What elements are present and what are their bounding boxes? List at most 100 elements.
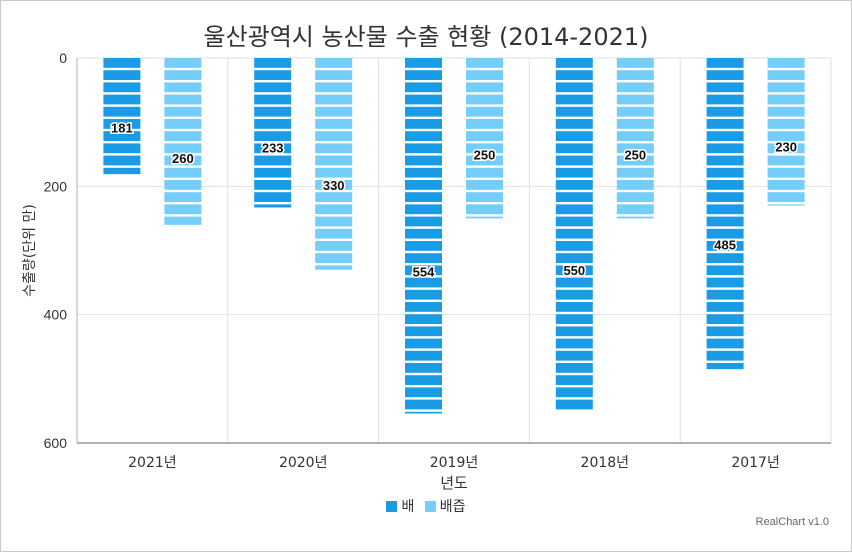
bar-segment	[164, 216, 202, 225]
bar-segment	[706, 350, 744, 361]
bar-segment	[315, 82, 353, 93]
legend-item-bae[interactable]: 배	[386, 496, 414, 516]
bar-1-4[interactable]	[767, 58, 805, 206]
bar-segment	[706, 131, 744, 141]
legend-item-baejeup[interactable]: 배즙	[424, 496, 466, 516]
bar-segment	[706, 363, 744, 370]
bar-segment	[706, 302, 744, 312]
bar-segment	[164, 131, 202, 141]
bar-segment	[466, 119, 503, 129]
bar-0-1[interactable]	[254, 58, 292, 208]
bar-segment	[706, 241, 744, 251]
x-tick-label: 2018년	[581, 455, 630, 471]
bar-segment	[315, 106, 353, 117]
bar-segment	[616, 70, 654, 80]
bar-segment	[315, 94, 353, 105]
bar-segment	[706, 58, 744, 68]
bar-segment	[555, 131, 593, 141]
bar-segment	[466, 180, 503, 190]
bar-segment	[466, 106, 503, 117]
bar-segment	[254, 106, 292, 117]
data-label: 485	[714, 238, 736, 253]
bar-segment	[555, 180, 593, 190]
bar-segment	[405, 411, 442, 414]
bar-segment	[555, 216, 593, 227]
bar-segment	[164, 119, 202, 129]
bar-segment	[706, 167, 744, 178]
bar-segment	[405, 180, 442, 190]
bar-segment	[405, 314, 442, 324]
bar-segment	[466, 82, 503, 93]
bar-segment	[405, 204, 442, 215]
bar-segment	[405, 131, 442, 141]
y-tick-label: 0	[59, 50, 67, 66]
bar-segment	[315, 131, 353, 141]
bar-1-1[interactable]	[315, 58, 353, 270]
bar-segment	[164, 155, 202, 166]
bar-segment	[103, 94, 141, 105]
bar-segment	[405, 387, 442, 398]
bar-segment	[616, 155, 654, 166]
bar-segment	[164, 82, 202, 93]
bar-segment	[103, 155, 141, 166]
bar-segment	[555, 277, 593, 288]
bar-segment	[555, 302, 593, 312]
bar-segment	[555, 375, 593, 385]
bar-segment	[405, 338, 442, 349]
bar-segment	[616, 131, 654, 141]
bar-segment	[555, 350, 593, 361]
bar-segment	[767, 204, 805, 206]
bar-0-4[interactable]	[706, 58, 744, 370]
bar-segment	[103, 106, 141, 117]
bar-segment	[315, 70, 353, 80]
bar-segment	[767, 70, 805, 80]
bar-segment	[103, 131, 141, 141]
bar-segment	[103, 119, 141, 129]
bar-segment	[466, 216, 503, 219]
bar-segment	[555, 94, 593, 105]
bar-segment	[706, 289, 744, 300]
bar-segment	[315, 58, 353, 68]
bar-segment	[706, 326, 744, 337]
bar-segment	[405, 228, 442, 239]
bar-1-2[interactable]	[466, 58, 503, 219]
bar-segment	[315, 167, 353, 178]
bar-segment	[254, 167, 292, 178]
bar-0-3[interactable]	[555, 58, 593, 410]
bar-segment	[254, 143, 292, 154]
bar-segment	[254, 131, 292, 141]
data-label: 250	[474, 147, 496, 162]
bar-segment	[767, 180, 805, 190]
bar-segment	[706, 192, 744, 202]
bar-segment	[466, 70, 503, 80]
bar-0-0[interactable]	[103, 58, 141, 175]
bar-segment	[555, 70, 593, 80]
bar-segment	[616, 180, 654, 190]
bar-segment	[616, 216, 654, 219]
bar-segment	[315, 143, 353, 154]
bar-segment	[555, 82, 593, 93]
bar-1-3[interactable]	[616, 58, 654, 219]
bar-segment	[767, 82, 805, 93]
bar-segment	[164, 180, 202, 190]
y-tick-label: 200	[44, 178, 68, 194]
x-tick-label: 2021년	[128, 455, 177, 471]
bar-segment	[405, 289, 442, 300]
bar-segment	[164, 204, 202, 215]
bar-segment	[555, 192, 593, 202]
bar-segment	[555, 338, 593, 349]
bar-segment	[555, 314, 593, 324]
bar-segment	[706, 155, 744, 166]
bar-segment	[164, 94, 202, 105]
y-axis-label: 수출량(단위 만)	[22, 204, 38, 297]
bar-1-0[interactable]	[164, 58, 202, 225]
bar-segment	[767, 167, 805, 178]
bar-segment	[466, 94, 503, 105]
bar-segment	[706, 119, 744, 129]
bar-segment	[706, 70, 744, 80]
bar-segment	[315, 180, 353, 190]
bar-segment	[315, 253, 353, 263]
bar-segment	[315, 192, 353, 202]
bar-0-2[interactable]	[405, 58, 442, 414]
bar-segment	[466, 167, 503, 178]
